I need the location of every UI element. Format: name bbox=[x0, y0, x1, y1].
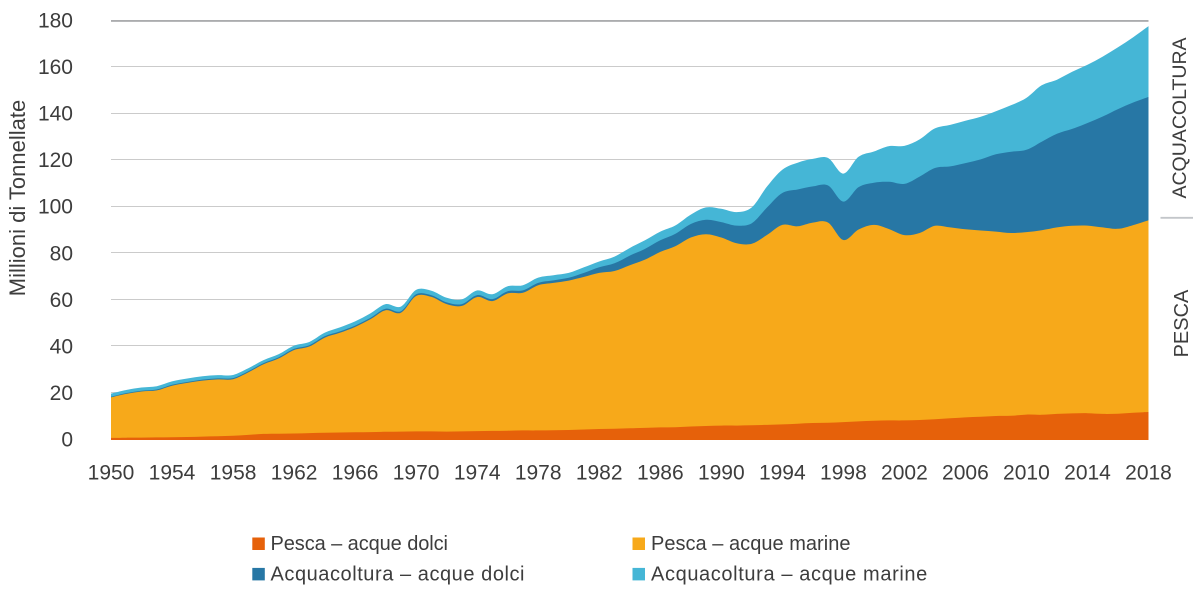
svg-text:2006: 2006 bbox=[942, 462, 989, 485]
svg-text:1990: 1990 bbox=[698, 462, 745, 485]
svg-text:PESCA: PESCA bbox=[1171, 289, 1193, 357]
svg-text:100: 100 bbox=[38, 196, 73, 219]
svg-text:80: 80 bbox=[50, 242, 73, 265]
svg-text:Pesca – acque marine: Pesca – acque marine bbox=[651, 533, 851, 555]
svg-text:2018: 2018 bbox=[1125, 462, 1172, 485]
svg-text:1978: 1978 bbox=[515, 462, 562, 485]
svg-text:Millioni di Tonnellate: Millioni di Tonnellate bbox=[5, 100, 30, 297]
svg-text:Acquacoltura – acque dolci: Acquacoltura – acque dolci bbox=[271, 564, 525, 586]
svg-text:20: 20 bbox=[50, 382, 73, 405]
svg-text:1962: 1962 bbox=[271, 462, 318, 485]
svg-text:2014: 2014 bbox=[1064, 462, 1111, 485]
svg-text:1974: 1974 bbox=[454, 462, 501, 485]
svg-text:40: 40 bbox=[50, 335, 73, 358]
svg-text:120: 120 bbox=[38, 149, 73, 172]
svg-text:Pesca – acque dolci: Pesca – acque dolci bbox=[271, 533, 449, 555]
svg-text:1986: 1986 bbox=[637, 462, 684, 485]
svg-text:140: 140 bbox=[38, 103, 73, 126]
svg-text:1966: 1966 bbox=[332, 462, 379, 485]
svg-text:1998: 1998 bbox=[820, 462, 867, 485]
svg-text:1954: 1954 bbox=[149, 462, 196, 485]
svg-text:1982: 1982 bbox=[576, 462, 623, 485]
svg-text:160: 160 bbox=[38, 56, 73, 79]
svg-text:0: 0 bbox=[61, 429, 73, 452]
svg-text:60: 60 bbox=[50, 289, 73, 312]
svg-text:ACQUACOLTURA: ACQUACOLTURA bbox=[1169, 37, 1191, 198]
svg-text:1950: 1950 bbox=[88, 462, 135, 485]
svg-text:Acquacoltura – acque marine: Acquacoltura – acque marine bbox=[651, 564, 927, 586]
svg-text:180: 180 bbox=[38, 10, 73, 33]
svg-text:2010: 2010 bbox=[1003, 462, 1050, 485]
svg-text:1958: 1958 bbox=[210, 462, 257, 485]
svg-text:1970: 1970 bbox=[393, 462, 440, 485]
svg-text:1994: 1994 bbox=[759, 462, 806, 485]
svg-text:2002: 2002 bbox=[881, 462, 928, 485]
